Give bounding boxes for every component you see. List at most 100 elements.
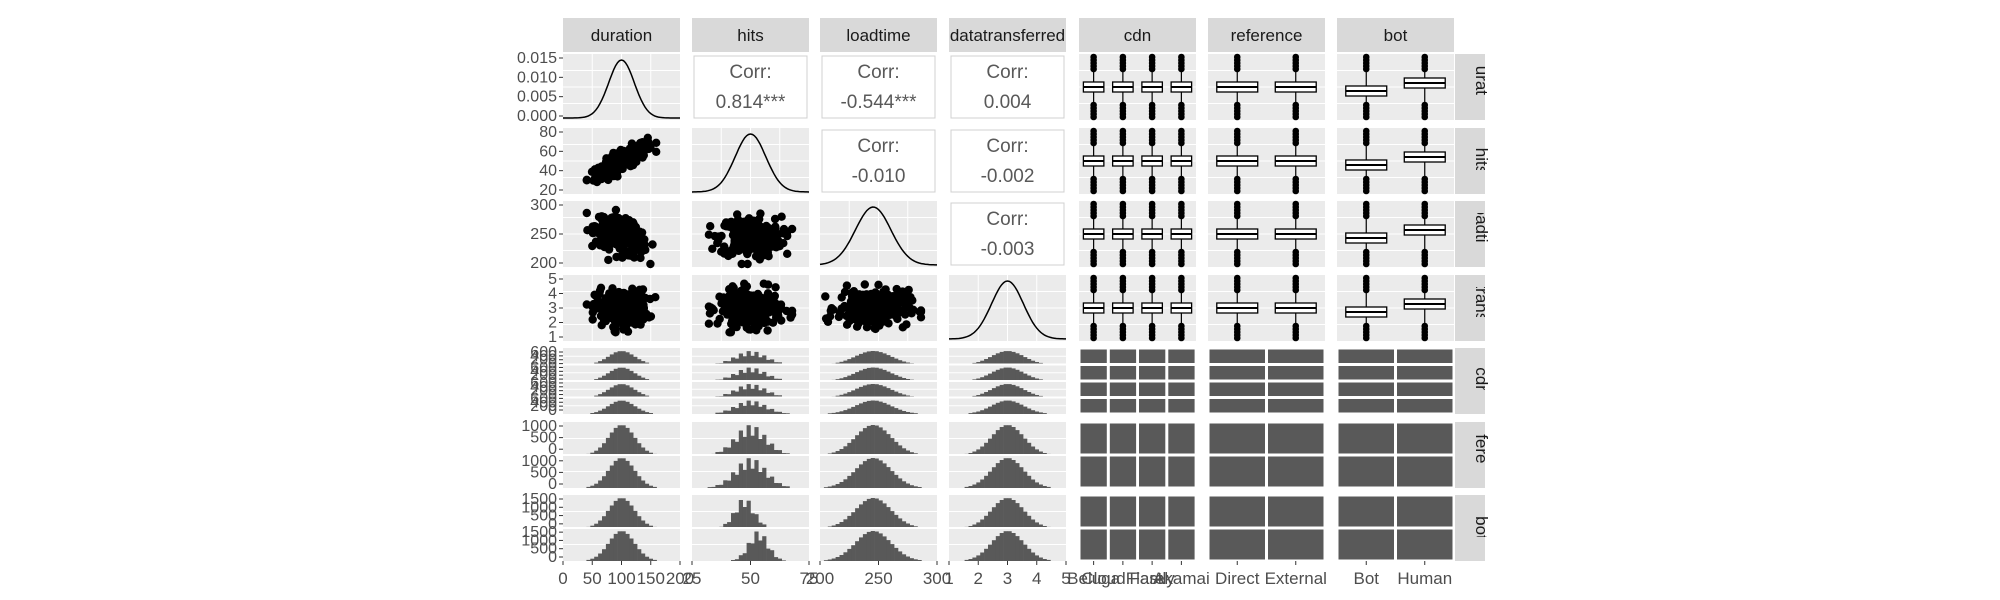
histogram-bar [866, 458, 871, 488]
mosaic-bar [1397, 366, 1453, 380]
histogram-bar [878, 460, 883, 488]
mosaic-bar [1397, 382, 1453, 396]
correlation-value: -0.544*** [840, 92, 917, 113]
histogram-bar [750, 543, 755, 561]
y-tick-label: 2 [548, 315, 557, 332]
panel-datatransferred-hits [692, 275, 809, 341]
histogram-bar [851, 406, 856, 414]
outlier-point [1292, 139, 1300, 147]
histogram-bar [835, 451, 840, 455]
scatter-point [616, 290, 626, 299]
mosaic-bar [1139, 529, 1166, 560]
histogram-bar [625, 427, 630, 455]
histogram-bar [777, 558, 782, 561]
column-strip-duration: duration [563, 18, 680, 52]
histogram-bar [641, 520, 646, 528]
histogram-bar [984, 375, 989, 381]
histogram-bar [766, 477, 771, 488]
histogram-bar [727, 394, 732, 398]
y-tick-label: 600 [530, 359, 557, 376]
y-tick-label: 0 [548, 371, 557, 388]
histogram-bar [754, 384, 759, 398]
histogram-bar [641, 377, 646, 381]
x-tick-label: Direct [1215, 569, 1260, 588]
histogram-bar [1038, 412, 1043, 414]
column-strip-reference: reference [1208, 18, 1325, 52]
histogram-bar [621, 425, 626, 455]
histogram-bar [839, 555, 844, 561]
histogram-bar [652, 559, 657, 561]
histogram-bar [586, 486, 591, 488]
histogram-bar [964, 559, 969, 561]
histogram-bar [890, 356, 895, 365]
histogram-bar [851, 512, 856, 528]
histogram-bar [835, 412, 840, 414]
panel-loadtime-datatransferred: Corr: -0.003 [950, 202, 1065, 266]
row-strip-loadtime: loadtime [1455, 201, 1491, 267]
histogram-bar [847, 375, 852, 381]
histogram-bar [988, 373, 993, 381]
histogram-bar [831, 485, 836, 488]
mosaic-bar [1338, 456, 1394, 487]
column-strip-bg [820, 18, 937, 52]
histogram-bar [866, 531, 871, 561]
scatter-point [611, 205, 621, 215]
mosaic-bar [1080, 399, 1107, 413]
outlier-point [1090, 101, 1097, 109]
histogram-bar [980, 377, 985, 381]
histogram-bar [734, 408, 740, 414]
histogram-bar [590, 485, 595, 488]
histogram-bar [843, 519, 848, 528]
histogram-bar [644, 450, 650, 455]
histogram-bar [1027, 442, 1032, 455]
scatter-point [842, 281, 852, 290]
panel-duration-duration [563, 54, 680, 120]
histogram-bar [1027, 408, 1032, 414]
outlier-point [1362, 65, 1370, 73]
mosaic-bar [1080, 366, 1107, 380]
outlier-point [1148, 322, 1156, 330]
histogram-bar [855, 388, 860, 398]
histogram-bar [1011, 533, 1016, 561]
x-tick-label: Human [1397, 569, 1452, 588]
histogram-bar [901, 411, 907, 414]
histogram-bar [609, 354, 614, 365]
scatter-point [848, 307, 858, 317]
outlier-point [1119, 65, 1127, 73]
histogram-bar [882, 463, 887, 488]
row-strip-label: reference [1472, 419, 1491, 491]
panel-reference-cdn [1080, 423, 1195, 487]
scatter-point [739, 296, 748, 306]
histogram-bar [1042, 486, 1047, 488]
histogram-bar [980, 393, 985, 398]
scatter-point [886, 306, 895, 315]
histogram-bar [870, 400, 875, 414]
histogram-bar [890, 438, 895, 455]
scatter-point [615, 241, 625, 250]
outlier-point [1233, 101, 1241, 109]
histogram-bar [742, 507, 747, 528]
histogram-bar [984, 408, 989, 414]
histogram-bar [613, 460, 618, 488]
histogram-bar [734, 559, 740, 561]
scatter-point [898, 323, 907, 332]
panel-bot-reference [1209, 496, 1324, 560]
histogram-bar [1019, 371, 1024, 381]
scatter-point [600, 242, 609, 252]
histogram-bar [637, 476, 642, 488]
outlier-point [1119, 101, 1127, 109]
scatter-point [891, 311, 900, 321]
histogram-bar [731, 390, 736, 398]
histogram-bar [777, 450, 782, 455]
histogram-bar [972, 484, 977, 488]
correlation-label: Corr: [857, 136, 899, 157]
column-strip-label: cdn [1124, 26, 1151, 45]
histogram-bar [637, 359, 642, 365]
histogram-bar [839, 394, 844, 398]
row-strip-bg [1455, 54, 1485, 120]
scatter-point [842, 320, 852, 329]
outlier-point [1233, 322, 1241, 330]
outlier-point [1119, 212, 1127, 220]
panel-loadtime-hits [692, 201, 809, 269]
mosaic-bar [1139, 496, 1166, 527]
